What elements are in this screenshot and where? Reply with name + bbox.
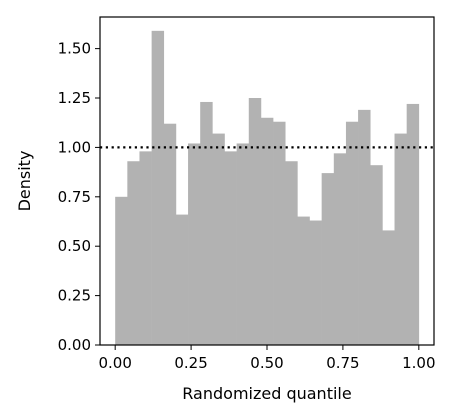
x-ticks-layer: 0.00 0.25 0.50 0.75 1.00	[98, 345, 436, 372]
histogram-bar	[175, 214, 189, 345]
histogram-bar	[273, 121, 286, 345]
y-axis-label: Density	[15, 151, 34, 212]
y-tick-label: 0.75	[58, 188, 91, 206]
y-tick-label: 0.00	[58, 336, 91, 354]
histogram-bar	[345, 121, 359, 345]
histogram-bar	[394, 133, 407, 345]
histogram-bar	[212, 133, 225, 345]
histogram-bar	[382, 230, 395, 345]
histogram-bar	[127, 161, 140, 345]
x-tick-label: 0.25	[174, 354, 207, 372]
histogram-bar	[151, 30, 165, 346]
histogram-bar	[224, 151, 237, 345]
histogram-bar	[236, 143, 250, 345]
histogram-bar	[285, 161, 298, 345]
histogram-bar	[358, 109, 371, 346]
histogram-bar	[188, 143, 201, 345]
y-tick-label: 0.25	[58, 287, 91, 305]
y-tick-label: 1.50	[58, 40, 91, 58]
x-tick-label: 0.00	[98, 354, 131, 372]
y-tick-label: 1.00	[58, 138, 91, 156]
x-tick-label: 0.75	[326, 354, 359, 372]
histogram-bar	[309, 220, 322, 345]
x-tick-label: 0.50	[250, 354, 283, 372]
histogram-bar	[163, 123, 177, 345]
histogram-bar	[139, 151, 152, 345]
y-ticks-layer: 0.00 0.25 0.50 0.75 1.00 1.25 1.50	[58, 40, 100, 354]
histogram-bar	[297, 216, 310, 345]
histogram-bar	[406, 103, 420, 345]
histogram-bar	[333, 153, 347, 345]
bars-layer	[115, 30, 420, 346]
y-tick-label: 1.25	[58, 89, 91, 107]
histogram-bar	[260, 117, 274, 346]
histogram-bar	[248, 98, 262, 345]
x-axis-label: Randomized quantile	[182, 384, 351, 403]
x-tick-label: 1.00	[402, 354, 435, 372]
histogram-bar	[370, 165, 383, 345]
histogram-bar	[321, 173, 335, 345]
y-tick-label: 0.50	[58, 237, 91, 255]
histogram-bar	[200, 101, 213, 346]
histogram-bar	[115, 196, 128, 345]
